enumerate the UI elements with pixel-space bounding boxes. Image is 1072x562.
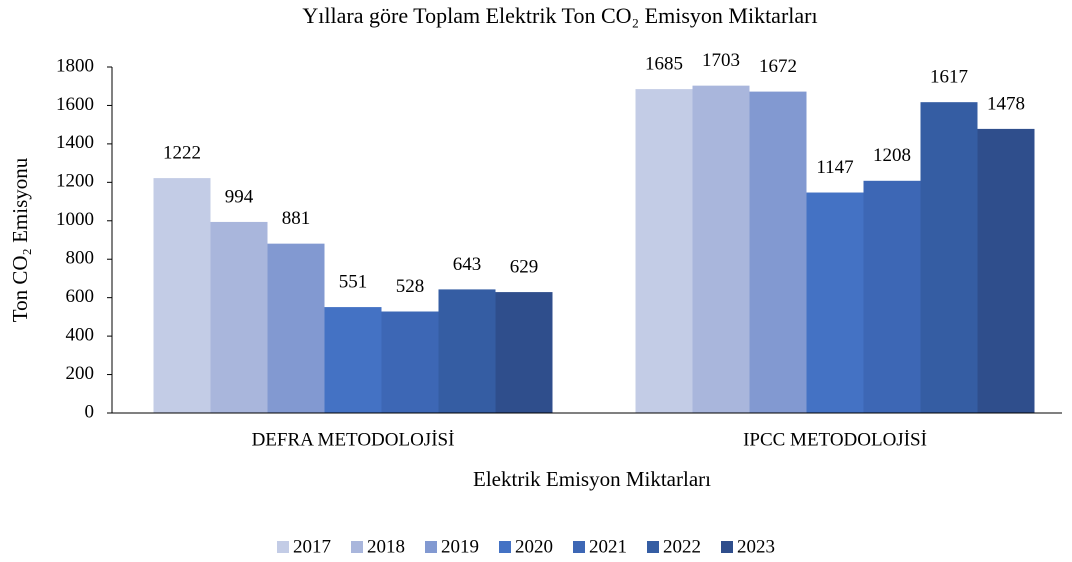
data-label: 551: [339, 271, 368, 292]
x-axis-label: Elektrik Emisyon Miktarları: [473, 467, 711, 491]
bar: [495, 292, 553, 413]
bar: [438, 289, 496, 413]
data-label: 1617: [930, 67, 968, 88]
y-tick-label: 1200: [56, 171, 94, 192]
y-tick-label: 1600: [56, 94, 94, 115]
data-label: 881: [282, 208, 311, 229]
data-label: 1685: [645, 53, 683, 74]
y-tick-label: 600: [66, 286, 95, 307]
bar: [210, 221, 268, 413]
bar: [749, 91, 807, 414]
bar: [863, 180, 921, 413]
data-label: 1222: [163, 142, 201, 163]
y-axis-label: Ton CO₂ Emisyonu: [8, 157, 32, 322]
data-label: 528: [396, 276, 425, 297]
data-label: 629: [510, 256, 539, 277]
bar: [153, 178, 211, 413]
legend-swatch: [425, 541, 437, 553]
legend-swatch: [647, 541, 659, 553]
y-tick-label: 400: [66, 324, 95, 345]
y-tick-label: 200: [66, 363, 95, 384]
legend-label: 2017: [293, 536, 331, 557]
bar: [267, 243, 325, 413]
x-tick-label: DEFRA METODOLOJİSİ: [252, 429, 455, 450]
data-label: 1703: [702, 50, 740, 71]
data-label: 1208: [873, 145, 911, 166]
legend-swatch: [277, 541, 289, 553]
bar: [920, 102, 978, 413]
data-label: 1147: [816, 157, 853, 178]
y-tick-label: 1800: [56, 55, 94, 76]
x-tick-label: IPCC METODOLOJİSİ: [743, 429, 927, 450]
chart-title: Yıllara göre Toplam Elektrik Ton CO₂ Emi…: [302, 3, 817, 28]
legend-label: 2018: [367, 536, 405, 557]
data-label: 643: [453, 254, 482, 275]
y-tick-label: 1000: [56, 209, 94, 230]
legend-swatch: [721, 541, 733, 553]
y-tick-label: 800: [66, 248, 95, 269]
data-label: 994: [225, 186, 254, 207]
legend-label: 2021: [589, 536, 627, 557]
legend-label: 2020: [515, 536, 553, 557]
legend-swatch: [499, 541, 511, 553]
bar: [806, 192, 864, 413]
legend-label: 2023: [737, 536, 775, 557]
data-label: 1478: [987, 93, 1025, 114]
legend-label: 2019: [441, 536, 479, 557]
y-tick-label: 0: [85, 401, 95, 422]
bar: [324, 307, 382, 413]
legend-label: 2022: [663, 536, 701, 557]
bar: [977, 128, 1035, 413]
y-tick-label: 1400: [56, 132, 94, 153]
bar: [635, 89, 693, 413]
legend-swatch: [573, 541, 585, 553]
bar: [692, 85, 750, 413]
legend-swatch: [351, 541, 363, 553]
data-label: 1672: [759, 56, 797, 77]
bar: [381, 311, 439, 413]
